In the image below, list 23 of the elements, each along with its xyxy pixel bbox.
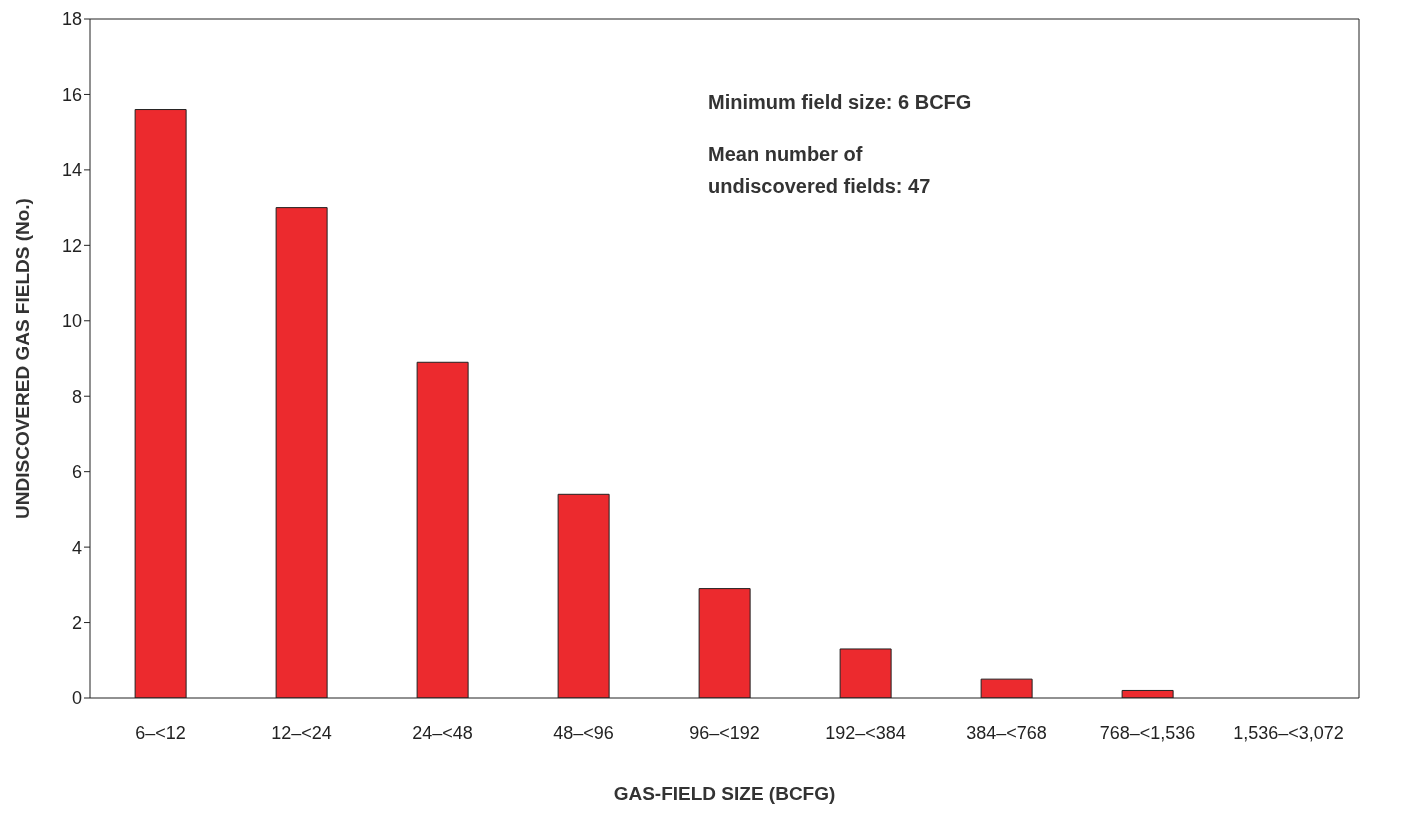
y-tick-label: 6: [71, 462, 82, 483]
y-tick-label: 10: [61, 311, 82, 332]
y-tick-label: 8: [71, 386, 82, 407]
annotation: Minimum field size: 6 BCFG: [708, 90, 973, 115]
x-tick-label: 384–<768: [966, 722, 1047, 743]
x-tick-label: 48–<96: [553, 722, 614, 743]
y-tick-label: 16: [61, 84, 82, 105]
x-tick-label: 24–<48: [412, 722, 473, 743]
y-tick-label: 14: [61, 160, 82, 181]
x-tick-label: 768–<1,536: [1099, 722, 1196, 743]
x-tick-label: 192–<384: [825, 722, 906, 743]
x-tick-label: 1,536–<3,072: [1233, 722, 1344, 743]
x-tick-label: 12–<24: [271, 722, 332, 743]
annotation: Mean number of undiscovered fields: 47: [708, 142, 932, 199]
x-axis-title: GAS-FIELD SIZE (BCFG): [613, 783, 836, 804]
y-axis-title: UNDISCOVERED GAS FIELDS (No.): [11, 198, 33, 519]
y-tick-label: 18: [61, 9, 82, 30]
y-tick-label: 2: [71, 612, 82, 633]
y-tick-label: 0: [71, 688, 82, 709]
x-tick-label: 6–<12: [135, 722, 186, 743]
y-tick-label: 12: [61, 235, 82, 256]
y-tick-label: 4: [71, 537, 82, 558]
x-tick-label: 96–<192: [689, 722, 760, 743]
